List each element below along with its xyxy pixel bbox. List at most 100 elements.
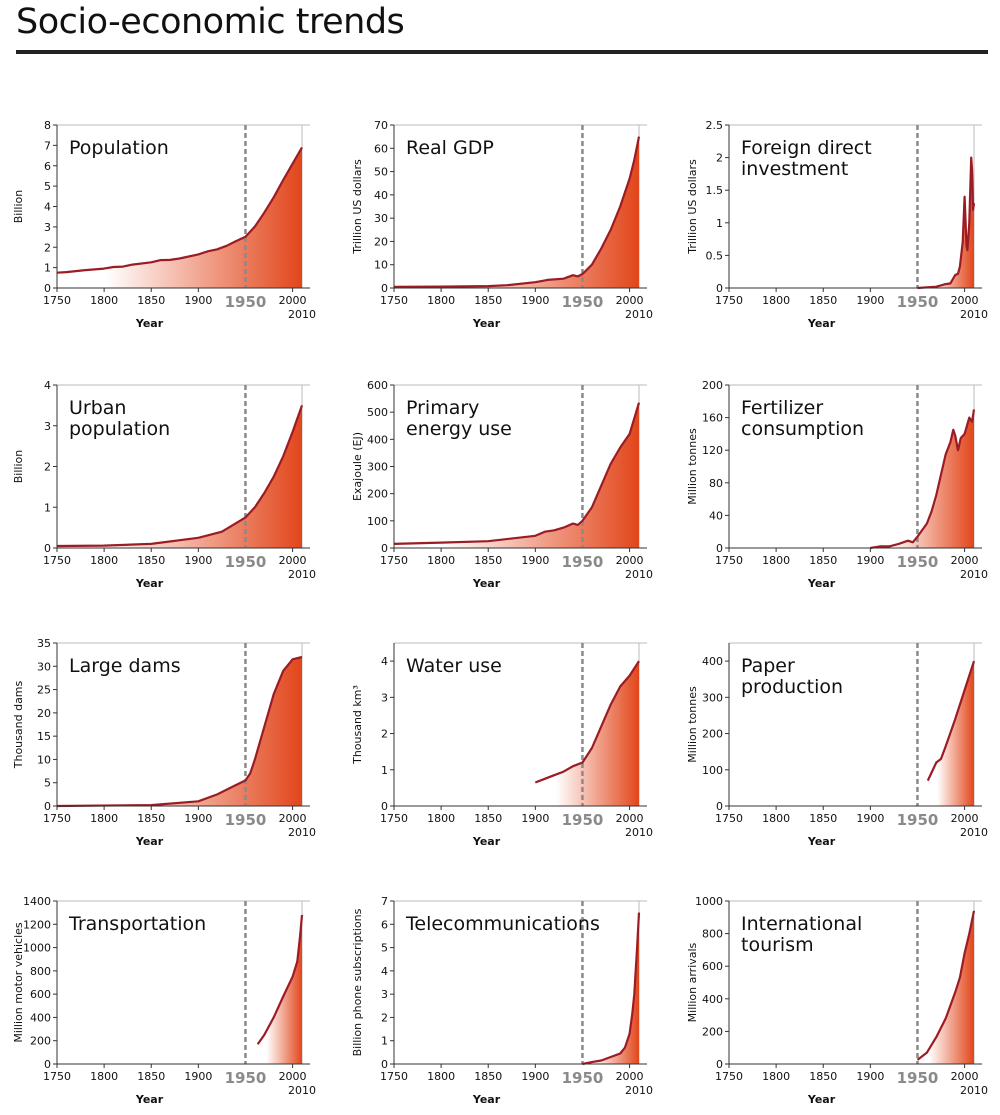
x-axis-label: Year [807,1093,836,1106]
chart-panel: 0 1 2 3 4 5 6 7 1750 1800 1850 1900 2000 1950 2010 Year… [351,895,653,1106]
x-tick-label: 1850 [137,294,165,307]
y-tick-label: 50 [374,166,388,179]
x-tick-label: 2000 [616,294,644,307]
y-tick-label: 2 [44,241,51,254]
x-tick-label-2010: 2010 [960,568,988,581]
y-tick-label: 4 [381,655,388,668]
x-tick-label: 2000 [951,812,979,825]
x-axis-label: Year [472,577,501,590]
y-tick-label: 6 [381,918,388,931]
chart-panel: 0 10 20 30 40 50 60 70 1750 1800 1850 1900 2000 1950 2… [351,119,653,330]
y-tick-label: 15 [37,730,51,743]
chart-title: energy use [406,418,512,440]
y-tick-label: 0 [381,800,388,813]
x-tick-label: 1800 [427,554,455,567]
y-axis-label: Million motor vehicles [12,922,25,1043]
x-tick-label: 2000 [616,1070,644,1083]
x-tick-label: 1800 [762,812,790,825]
y-tick-label: 1400 [23,895,51,908]
x-tick-label-1950: 1950 [562,1069,604,1087]
x-tick-label: 1750 [43,294,71,307]
x-tick-label-2010: 2010 [288,826,316,839]
x-tick-label-2010: 2010 [625,568,653,581]
x-axis-label: Year [807,835,836,848]
y-tick-label: 0 [44,282,51,295]
x-tick-label: 1850 [809,554,837,567]
series-line [926,660,976,782]
y-tick-label: 200 [702,728,723,741]
chart-panel: 0 0.5 1 1.5 2 2.5 1750 1800 1850 1900 2000 1950 2010… [686,119,988,330]
x-tick-label-2010: 2010 [960,826,988,839]
y-tick-label: 800 [702,928,723,941]
area-fill [917,910,974,1064]
series-line [56,655,303,808]
x-tick-label: 1900 [521,812,549,825]
y-tick-label: 0 [716,800,723,813]
x-tick-label: 1750 [715,554,743,567]
x-tick-label: 1800 [427,294,455,307]
y-tick-label: 400 [702,655,723,668]
y-tick-label: 160 [702,412,723,425]
x-tick-label: 1800 [762,554,790,567]
x-tick-label: 1750 [380,554,408,567]
y-tick-label: 120 [702,444,723,457]
y-tick-label: 4 [44,379,51,392]
x-tick-label-1950: 1950 [897,553,939,571]
title-rule [16,50,988,54]
series-line [256,914,304,1045]
x-tick-label-1950: 1950 [562,293,604,311]
y-tick-label: 5 [44,180,51,193]
y-tick-label: 0 [44,800,51,813]
y-tick-label: 1000 [695,895,723,908]
area-fill [57,147,302,288]
x-tick-label: 2000 [279,294,307,307]
x-tick-label: 1900 [184,294,212,307]
x-axis-label: Year [135,1093,164,1106]
x-tick-label: 1750 [43,554,71,567]
y-tick-label: 2 [44,461,51,474]
chart-title: Paper [741,655,795,677]
x-tick-label: 1800 [90,1070,118,1083]
chart-panel: 0 100 200 300 400 500 600 1750 1800 1850 1900 2000 1… [351,379,653,590]
chart-panel: 0 40 80 120 160 200 1750 1800 1850 1900 2000 1950 20… [686,379,988,590]
x-axis-label: Year [135,317,164,330]
y-tick-label: 60 [374,142,388,155]
x-tick-label: 2000 [279,554,307,567]
chart-title: Fertilizer [741,397,823,419]
x-tick-label: 1900 [856,554,884,567]
x-axis-label: Year [472,1093,501,1106]
x-tick-label: 1750 [715,294,743,307]
area-fill [582,912,639,1064]
y-tick-label: 600 [367,379,388,392]
y-axis-label: Billion phone subscriptions [351,908,364,1056]
x-tick-label: 1750 [380,294,408,307]
x-tick-label: 1850 [137,1070,165,1083]
area-fill [535,661,639,806]
chart-panel: 0 200 400 600 800 1000 1200 1400 1750 1800 1850 190… [12,895,316,1106]
series-line [56,146,303,274]
y-tick-label: 1 [44,262,51,275]
y-tick-label: 4 [381,965,388,978]
x-tick-label: 1900 [856,812,884,825]
y-tick-label: 0 [44,542,51,555]
x-axis-label: Year [472,317,501,330]
y-tick-label: 100 [367,515,388,528]
x-tick-label: 1800 [762,294,790,307]
x-tick-label: 1750 [715,1070,743,1083]
y-tick-label: 300 [702,691,723,704]
area-fill [57,657,302,806]
y-tick-label: 200 [367,488,388,501]
series-line [393,136,641,288]
y-axis-label: Million tonnes [686,428,699,505]
x-tick-label-1950: 1950 [225,1069,267,1087]
y-tick-label: 3 [381,691,388,704]
y-axis-label: Million tonnes [686,686,699,763]
y-tick-label: 400 [367,433,388,446]
x-tick-label-1950: 1950 [562,553,604,571]
chart-title: Real GDP [406,137,494,159]
x-tick-label: 1850 [474,1070,502,1083]
x-tick-label-2010: 2010 [288,1084,316,1097]
x-axis-label: Year [472,835,501,848]
x-tick-label: 1900 [184,554,212,567]
